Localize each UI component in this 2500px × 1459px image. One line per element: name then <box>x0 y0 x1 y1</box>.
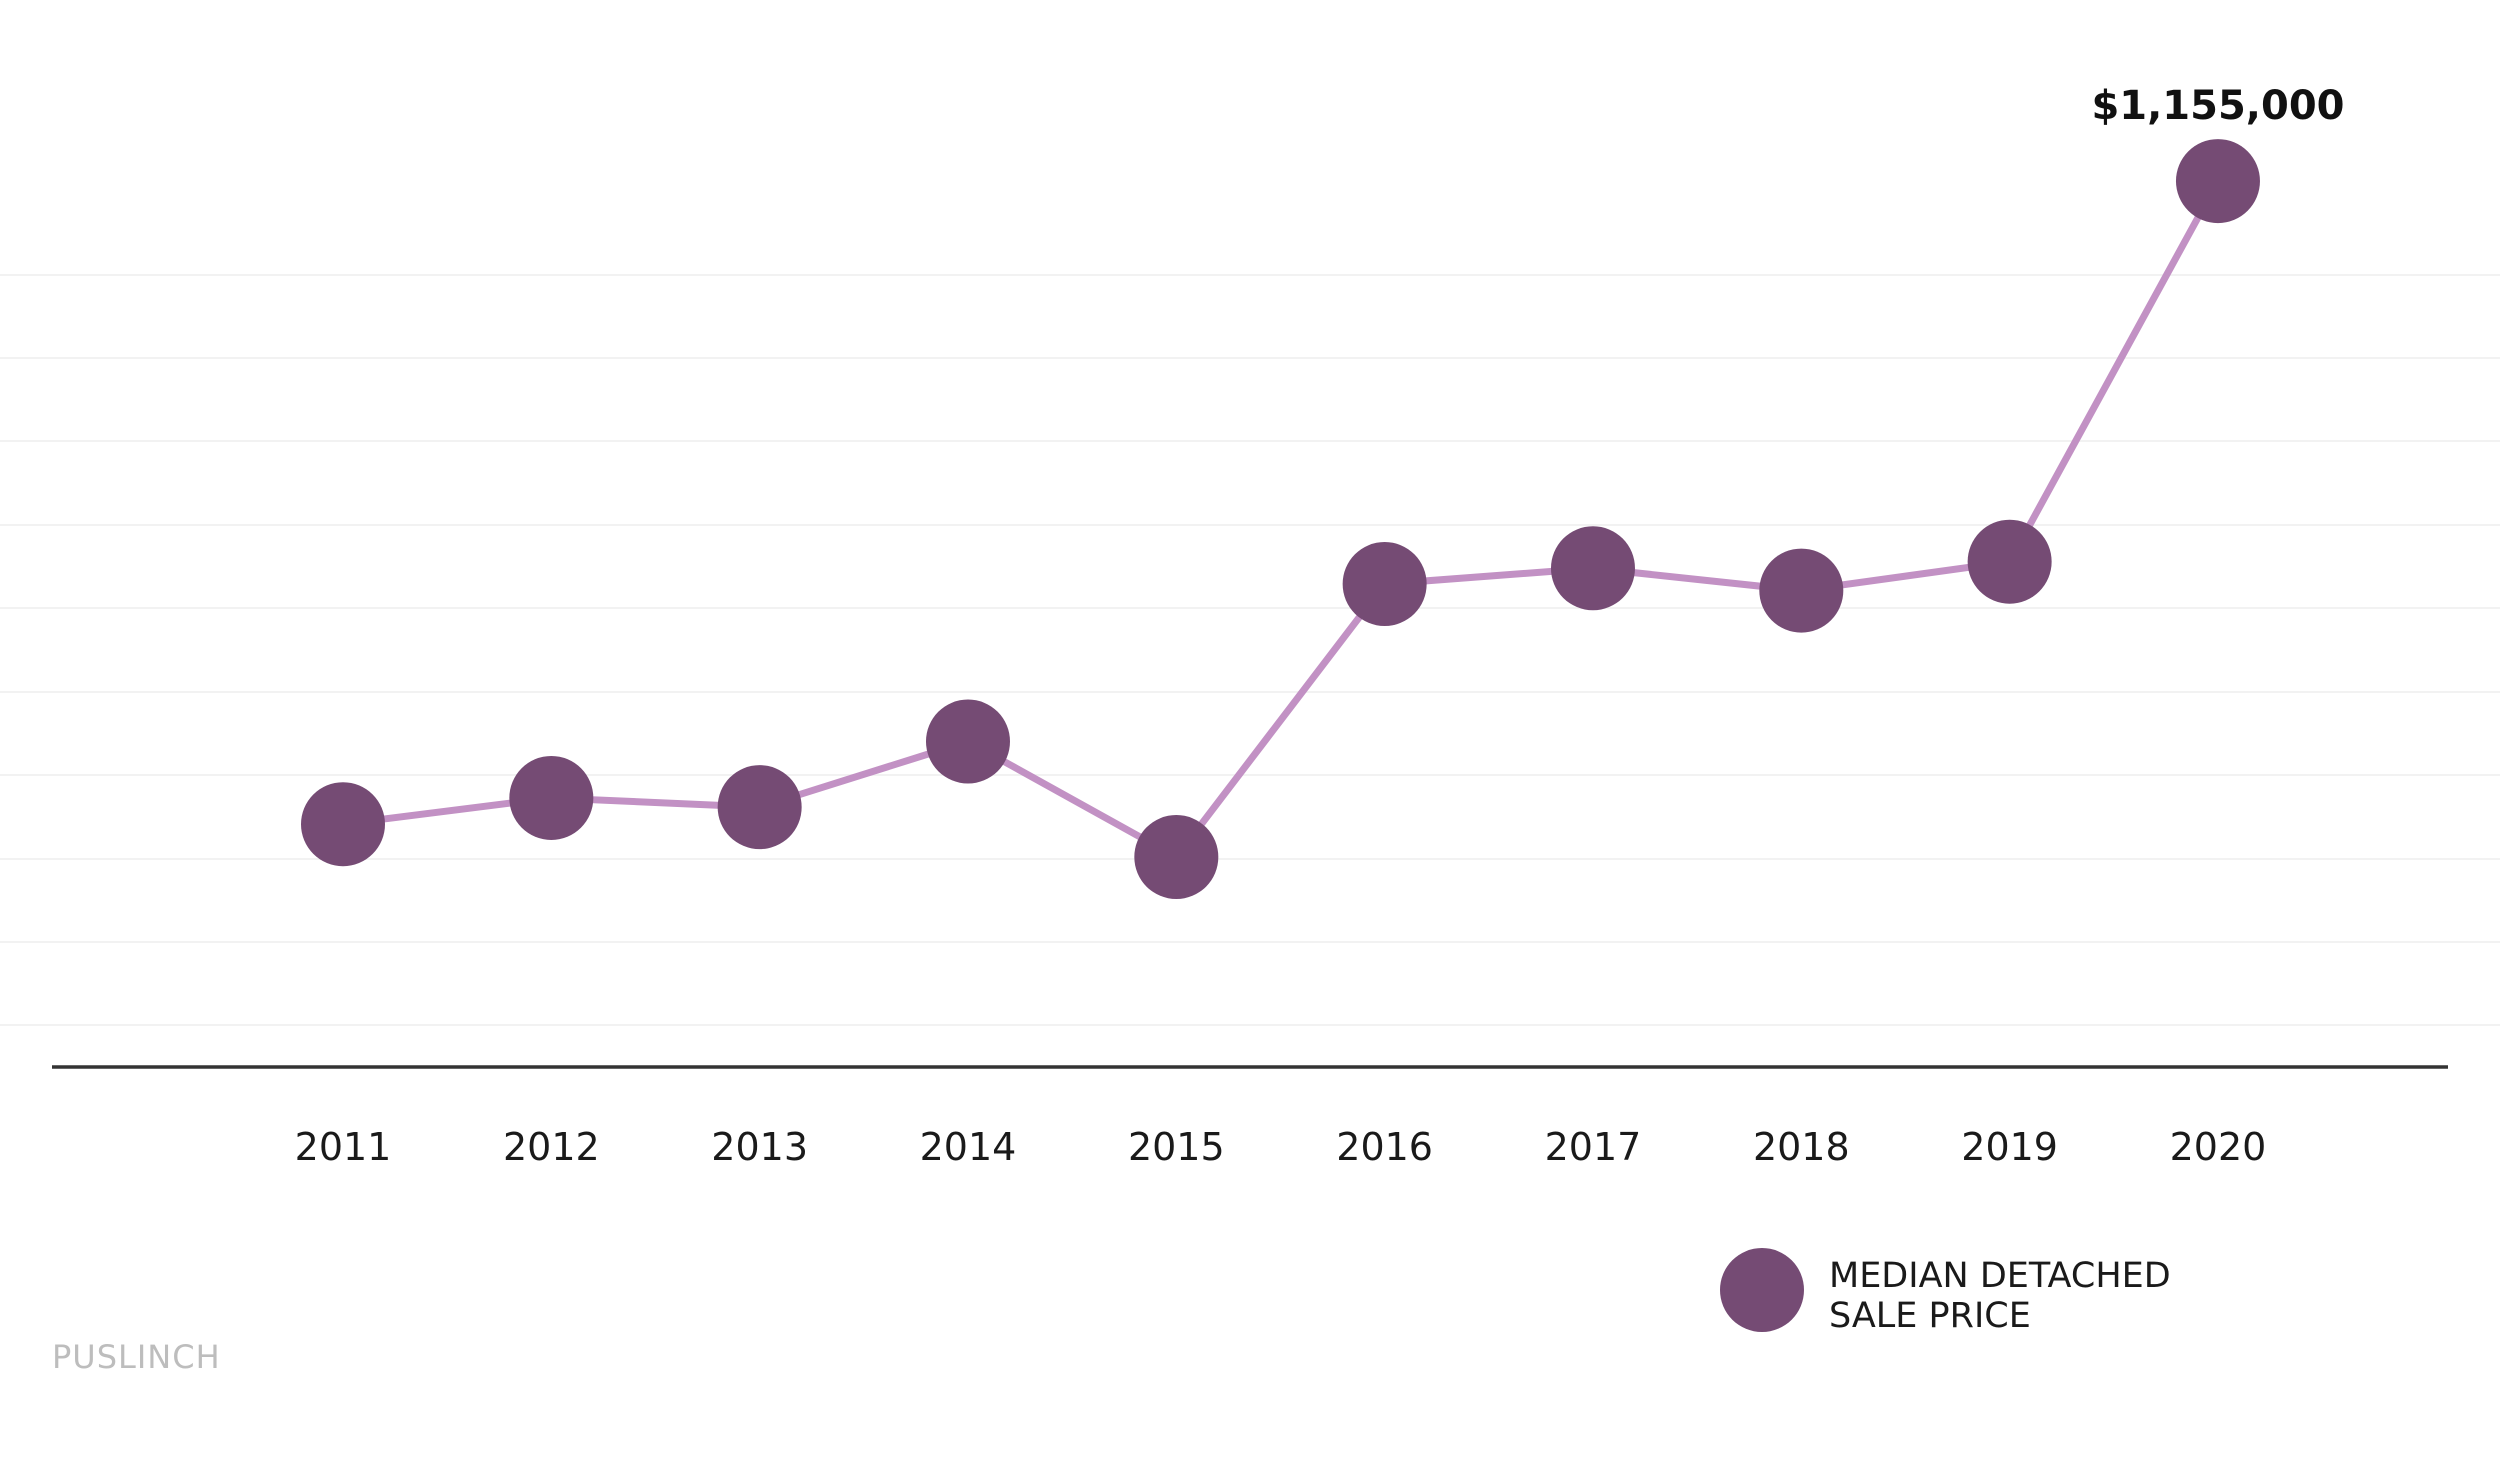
x-tick-labels: 2011 2012 2013 2014 2015 2016 2017 2018 2019 2020 <box>295 1125 2267 1169</box>
data-label-2020: $1,155,000 <box>2091 83 2344 129</box>
data-point-2013 <box>717 765 802 850</box>
data-point-2011 <box>301 782 385 867</box>
data-point-2016 <box>1342 542 1427 626</box>
data-point-2015 <box>1134 815 1219 899</box>
x-tick-label-2012: 2012 <box>503 1125 600 1169</box>
x-tick-label-2019: 2019 <box>1961 1125 2058 1169</box>
legend-marker-icon <box>1720 1248 1804 1332</box>
data-point-2012 <box>509 755 594 840</box>
data-points <box>301 139 2260 899</box>
x-tick-label-2018: 2018 <box>1753 1125 1850 1169</box>
x-tick-label-2017: 2017 <box>1545 1125 1642 1169</box>
x-tick-label-2013: 2013 <box>711 1125 808 1169</box>
data-point-2017 <box>1550 526 1635 611</box>
x-tick-label-2016: 2016 <box>1336 1125 1433 1169</box>
data-point-2014 <box>925 699 1010 784</box>
x-tick-label-2011: 2011 <box>295 1125 392 1169</box>
x-tick-label-2014: 2014 <box>920 1125 1017 1169</box>
x-tick-label-2020: 2020 <box>2170 1125 2267 1169</box>
data-labels: $1,155,000 <box>2091 83 2344 129</box>
legend-label-line-1: MEDIAN DETACHED <box>1829 1256 2171 1296</box>
legend: MEDIAN DETACHED SALE PRICE <box>1720 1248 2171 1336</box>
data-point-2020 <box>2175 139 2260 224</box>
data-point-2018 <box>1759 548 1844 633</box>
gridlines <box>0 274 2500 1026</box>
data-point-2019 <box>1967 519 2052 604</box>
legend-label-line-2: SALE PRICE <box>1829 1296 2031 1336</box>
region-label: PUSLINCH <box>52 1338 221 1376</box>
x-tick-label-2015: 2015 <box>1128 1125 1225 1169</box>
series-line <box>339 177 2222 861</box>
